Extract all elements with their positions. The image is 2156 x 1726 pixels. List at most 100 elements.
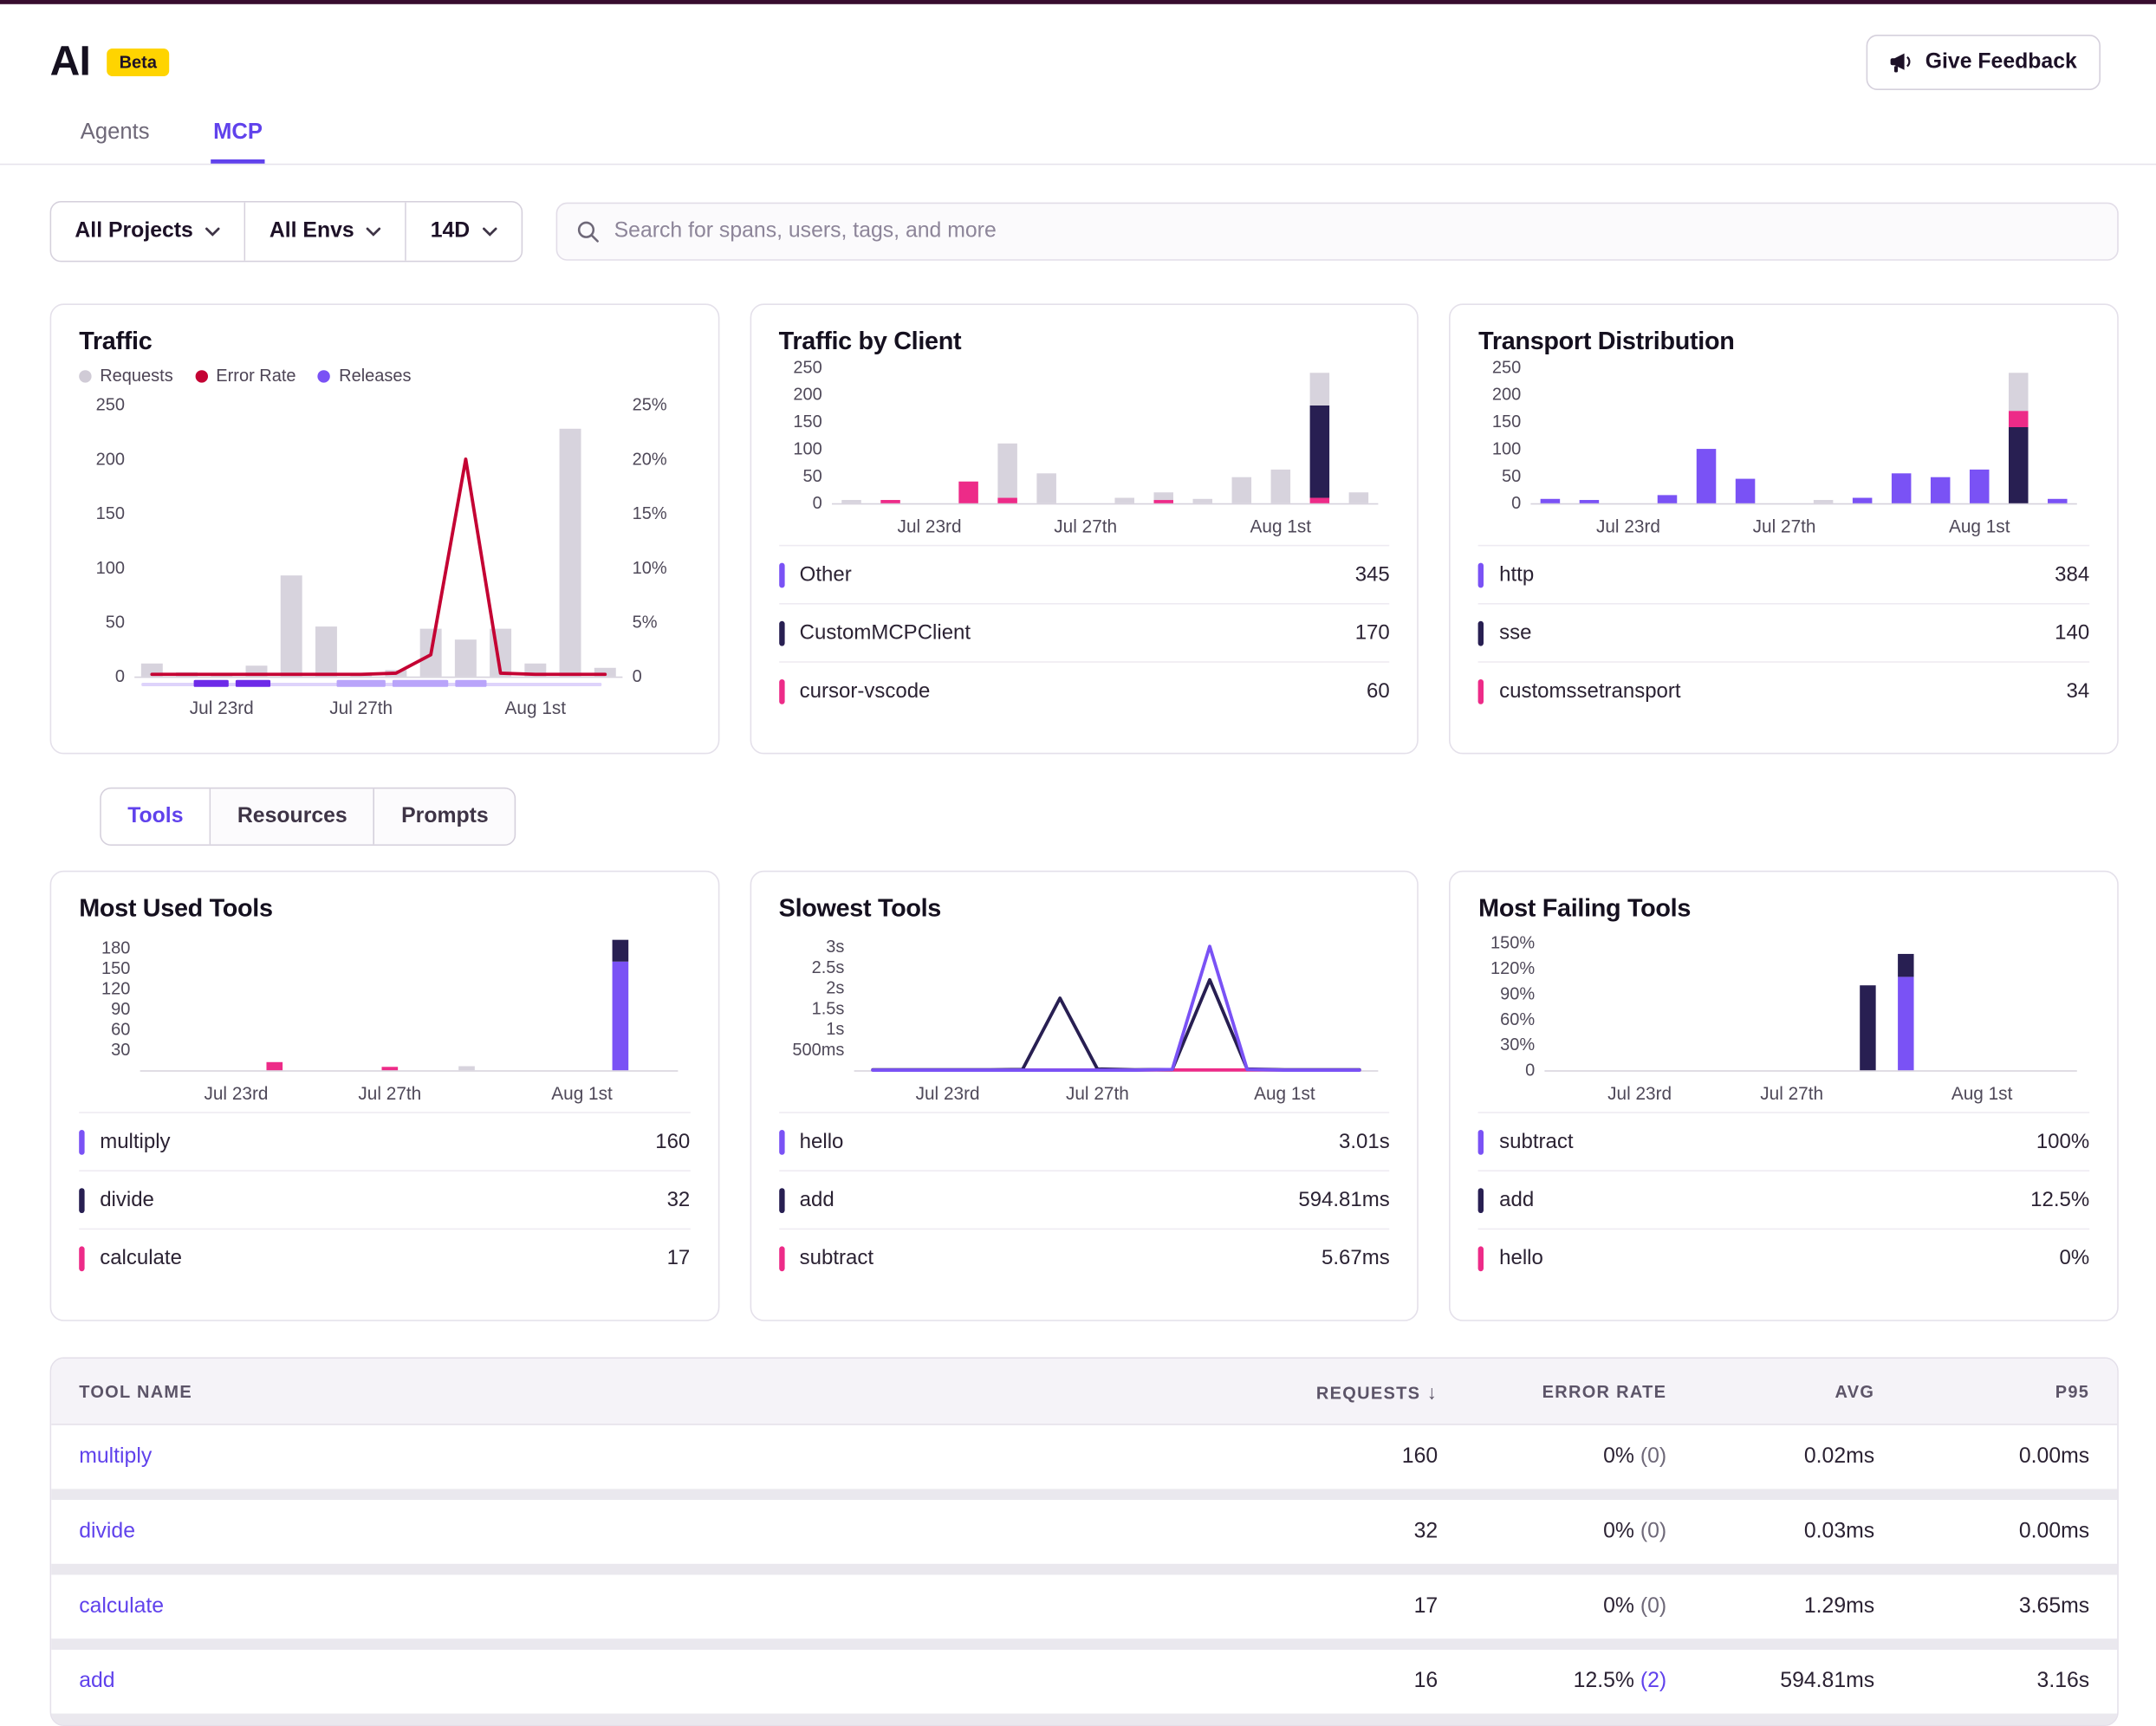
avg-cell: 0.03ms: [1666, 1520, 1874, 1545]
legend-value: 60: [1367, 679, 1390, 703]
table-row-calculate[interactable]: calculate170% (0)1.29ms3.65ms: [51, 1575, 2117, 1639]
legend-label: subtract: [1499, 1130, 1573, 1153]
tool-link[interactable]: multiply: [79, 1444, 1244, 1470]
p95-cell: 0.00ms: [1874, 1444, 2089, 1470]
legend-value: 594.81ms: [1298, 1188, 1389, 1211]
legend-label: customssetransport: [1499, 679, 1680, 703]
feedback-label: Give Feedback: [1925, 50, 2077, 75]
legend-item-http[interactable]: http384: [1478, 545, 2089, 603]
most-failing-tools-chart: 150%120%90%60%30%0Jul 23rdJul 27thAug 1s…: [1478, 924, 2088, 1106]
tool-link[interactable]: calculate: [79, 1594, 1244, 1619]
row-separator: [51, 1489, 2117, 1500]
svg-text:1.5s: 1.5s: [811, 999, 844, 1018]
subtab-prompts[interactable]: Prompts: [375, 788, 515, 844]
error-rate-cell: 0% (0): [1438, 1444, 1666, 1470]
most-used-tools-chart: 180150120906030Jul 23rdJul 27thAug 1st: [79, 924, 689, 1106]
legend-item-cursor-vscode[interactable]: cursor-vscode60: [779, 661, 1390, 719]
legend-value: 100%: [2036, 1130, 2089, 1153]
search-input[interactable]: [614, 219, 2098, 244]
legend-item-subtract[interactable]: subtract5.67ms: [779, 1229, 1390, 1287]
svg-text:Jul 27th: Jul 27th: [1761, 1084, 1824, 1104]
legend-item-hello[interactable]: hello0%: [1478, 1229, 2089, 1287]
svg-text:1s: 1s: [826, 1020, 844, 1039]
transport-distribution-card: Transport Distribution 250200150100500Ju…: [1450, 303, 2119, 754]
traffic-by-client-card: Traffic by Client 250200150100500Jul 23r…: [750, 303, 1419, 754]
table-body: multiply1600% (0)0.02ms0.00ms divide320% …: [51, 1425, 2117, 1725]
tab-mcp[interactable]: MCP: [211, 107, 265, 164]
legend-item-releases[interactable]: Releases: [318, 366, 411, 385]
svg-text:150: 150: [793, 412, 821, 432]
column-header-requests[interactable]: REQUESTS ↓: [1244, 1380, 1438, 1403]
svg-text:Aug 1st: Aug 1st: [1951, 1084, 2013, 1104]
svg-text:30%: 30%: [1501, 1035, 1536, 1054]
svg-text:250: 250: [96, 396, 125, 415]
error-count: (0): [1640, 1444, 1666, 1468]
legend-item-error-rate[interactable]: Error Rate: [195, 366, 295, 385]
legend-item-subtract[interactable]: subtract 100%: [1478, 1112, 2089, 1170]
svg-text:50: 50: [1503, 467, 1522, 486]
tab-agents[interactable]: Agents: [78, 107, 153, 164]
error-count[interactable]: (2): [1640, 1669, 1666, 1692]
legend-item-divide[interactable]: divide32: [79, 1170, 690, 1228]
legend-item-custommcpclient[interactable]: CustomMCPClient170: [779, 603, 1390, 661]
filter-button-group: All Projects All Envs 14D: [50, 201, 523, 262]
column-header-error-rate[interactable]: ERROR RATE: [1438, 1381, 1666, 1400]
date-range-dropdown[interactable]: 14D: [407, 203, 522, 261]
most-used-tools-card: Most Used Tools 180150120906030Jul 23rdJ…: [50, 871, 719, 1321]
legend-value: 5.67ms: [1322, 1246, 1390, 1269]
svg-text:Jul 23rd: Jul 23rd: [1597, 516, 1661, 536]
give-feedback-button[interactable]: Give Feedback: [1866, 35, 2101, 90]
svg-text:100: 100: [793, 439, 821, 458]
svg-text:Jul 27th: Jul 27th: [1753, 516, 1816, 536]
svg-text:0: 0: [115, 667, 125, 686]
page-header: AI Beta Give Feedback AgentsMCP: [0, 4, 2156, 165]
projects-filter-dropdown[interactable]: All Projects: [51, 203, 245, 261]
legend-item-sse[interactable]: sse140: [1478, 603, 2089, 661]
error-count: (0): [1640, 1520, 1666, 1543]
table-row-divide[interactable]: divide320% (0)0.03ms0.00ms: [51, 1500, 2117, 1564]
legend-item-requests[interactable]: Requests: [79, 366, 172, 385]
legend-value: 0%: [2060, 1246, 2090, 1269]
svg-text:Jul 27th: Jul 27th: [358, 1084, 421, 1104]
legend-value: 17: [667, 1246, 691, 1269]
overview-cards: Traffic RequestsError RateReleases 25020…: [50, 303, 2119, 754]
legend-marker: [79, 1129, 84, 1154]
svg-text:10%: 10%: [633, 559, 667, 578]
subtab-resources[interactable]: Resources: [211, 788, 375, 844]
tool-link[interactable]: add: [79, 1669, 1244, 1694]
table-row-add[interactable]: add1612.5% (2)594.81ms3.16s: [51, 1650, 2117, 1714]
content-shell: All Projects All Envs 14D: [0, 201, 2156, 1321]
error-rate-value: 0%: [1603, 1444, 1640, 1468]
legend-item-customssetransport[interactable]: customssetransport34: [1478, 661, 2089, 719]
error-rate-cell: 0% (0): [1438, 1594, 1666, 1619]
column-header-p95[interactable]: P95: [1874, 1381, 2089, 1400]
legend-item-add[interactable]: add594.81ms: [779, 1170, 1390, 1228]
search-bar[interactable]: [555, 203, 2118, 261]
legend-label: Releases: [339, 366, 411, 385]
subtab-tools[interactable]: Tools: [101, 788, 211, 844]
legend-label: Other: [800, 563, 852, 587]
legend-dot: [195, 369, 207, 381]
projects-filter-label: All Projects: [75, 219, 192, 244]
svg-text:20%: 20%: [633, 450, 667, 469]
svg-text:15%: 15%: [633, 504, 667, 523]
p95-cell: 0.00ms: [1874, 1520, 2089, 1545]
legend-item-other[interactable]: Other345: [779, 545, 1390, 603]
legend-item-multiply[interactable]: multiply160: [79, 1112, 690, 1170]
envs-filter-dropdown[interactable]: All Envs: [246, 203, 407, 261]
svg-text:50: 50: [106, 613, 125, 632]
column-header-avg[interactable]: AVG: [1666, 1381, 1874, 1400]
svg-text:Jul 23rd: Jul 23rd: [915, 1084, 979, 1104]
legend-item-add[interactable]: add12.5%: [1478, 1170, 2089, 1228]
column-header-tool-name[interactable]: TOOL NAME: [79, 1381, 1244, 1400]
legend-marker: [1478, 562, 1484, 587]
error-rate-cell: 12.5% (2): [1438, 1669, 1666, 1694]
chevron-down-icon: [205, 227, 221, 237]
tool-link[interactable]: divide: [79, 1520, 1244, 1545]
table-row-multiply[interactable]: multiply1600% (0)0.02ms0.00ms: [51, 1425, 2117, 1489]
requests-cell: 17: [1244, 1594, 1438, 1619]
legend-item-hello[interactable]: hello3.01s: [779, 1112, 1390, 1170]
legend-item-calculate[interactable]: calculate17: [79, 1229, 690, 1287]
legend-marker: [1478, 620, 1484, 646]
svg-text:200: 200: [793, 386, 821, 405]
